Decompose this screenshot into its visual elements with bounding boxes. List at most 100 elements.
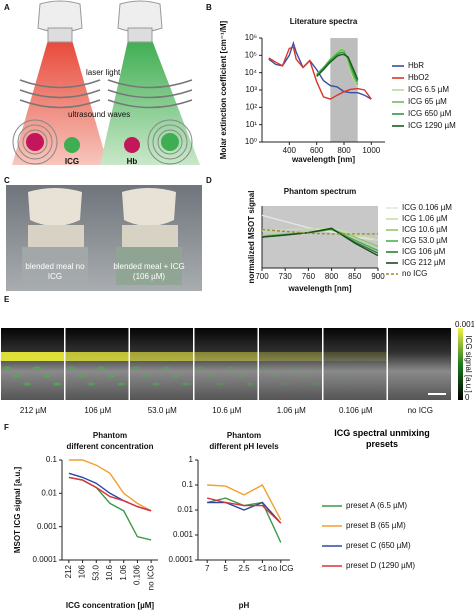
- icg-speckle: [345, 382, 354, 386]
- ultrasound-frame: [323, 328, 387, 400]
- y-tick-label: 1: [189, 455, 194, 464]
- y-tick-label: 10²: [245, 102, 257, 111]
- x-tick-label: 2.5: [238, 564, 250, 573]
- series-line: [261, 227, 379, 241]
- probe-head: [28, 225, 84, 247]
- legend-label: preset B (65 µM): [346, 521, 406, 530]
- panel-letter: B: [206, 3, 212, 12]
- ultrasound-frame: [194, 328, 258, 400]
- chart-title: Phantom: [227, 431, 261, 440]
- icg-speckle: [132, 366, 140, 370]
- laser-label: laser light: [86, 68, 121, 77]
- y-tick-label: 0.0001: [169, 555, 194, 564]
- frame-label: 10.6 µM: [212, 406, 241, 415]
- series-line: [68, 459, 152, 512]
- ultrasound-frame: [259, 328, 322, 400]
- y-tick-label: 10⁴: [245, 68, 258, 77]
- series-line: [316, 48, 359, 86]
- y-tick-label: 0.0001: [33, 555, 58, 564]
- y-tick-label: 10⁶: [245, 33, 257, 42]
- icg-speckle: [152, 382, 160, 386]
- x-tick-label: 850: [348, 272, 362, 281]
- chart-subtitle: different concentration: [66, 442, 153, 451]
- y-axis-label: Molar extinction coefficient [cm⁻¹/M]: [219, 20, 228, 159]
- target-rings: [12, 119, 193, 165]
- icg-speckle: [281, 382, 289, 386]
- legend-title: ICG spectral unmixing presets: [334, 428, 430, 449]
- x-tick-label: 700: [255, 272, 269, 281]
- x-tick-label: 1000: [362, 146, 380, 155]
- x-tick-label: <1: [258, 564, 268, 573]
- x-tick-label: 0.106: [133, 564, 142, 585]
- series-line: [207, 497, 282, 543]
- series-line: [316, 51, 359, 83]
- laser-beam: [100, 40, 200, 165]
- ultrasound-frame: [388, 328, 451, 400]
- icg-speckle: [311, 382, 319, 386]
- icg-speckle: [365, 374, 374, 378]
- icg-target: [161, 133, 179, 151]
- legend-label: ICG 212 µM: [402, 258, 446, 267]
- icg-speckle: [67, 366, 76, 370]
- probe: [117, 0, 163, 33]
- icg-speckle: [182, 382, 190, 386]
- legend-label: ICG 0.106 µM: [402, 203, 452, 212]
- icg-speckle: [172, 374, 180, 378]
- icg-speckle: [13, 374, 21, 378]
- icg-speckle: [53, 382, 61, 386]
- icg-speckle: [301, 374, 309, 378]
- icg-speckle: [216, 382, 225, 386]
- x-axis-label: pH: [239, 601, 250, 610]
- probe: [28, 188, 82, 226]
- hb-label: Hb: [127, 157, 138, 166]
- y-tick-label: 10⁰: [245, 137, 257, 146]
- legend-label: preset D (1290 µM): [346, 561, 415, 570]
- icg-label: ICG: [65, 157, 79, 166]
- x-tick-label: 1.06: [119, 564, 128, 580]
- icg-speckle: [162, 366, 170, 370]
- y-tick-label: 10³: [245, 85, 257, 94]
- probe: [37, 0, 83, 33]
- y-tick-label: 10⁵: [245, 50, 257, 59]
- y-tick-label: 0.01: [177, 505, 193, 514]
- icg-signal-band: [130, 352, 193, 361]
- x-tick-label: no ICG: [146, 565, 155, 590]
- x-tick-label: 760: [302, 272, 316, 281]
- series-line: [68, 476, 152, 512]
- series-line: [207, 484, 282, 521]
- legend-label: HbR: [408, 61, 424, 70]
- y-tick-label: 0.001: [37, 522, 58, 531]
- legend-label: no ICG: [402, 269, 427, 278]
- icg-speckle: [246, 382, 255, 386]
- x-tick-label: 400: [283, 146, 297, 155]
- legend-label: ICG 10.6 µM: [402, 225, 448, 234]
- y-axis-label: normalized MSOT signal: [247, 191, 256, 284]
- photo: [6, 185, 202, 291]
- series-line: [68, 472, 152, 512]
- panel-letter: C: [4, 176, 10, 185]
- frame-label: 212 µM: [20, 406, 47, 415]
- legend-label: ICG 6.5 µM: [408, 85, 449, 94]
- icg-speckle: [206, 374, 215, 378]
- y-tick-label: 10¹: [245, 120, 257, 129]
- colorbar-label: ICG signal [a.u.]: [464, 335, 473, 392]
- frame-label: 1.06 µM: [277, 406, 306, 415]
- y-tick-label: 0.1: [182, 480, 194, 489]
- probe: [122, 188, 176, 226]
- series-line: [207, 501, 282, 524]
- x-tick-label: 600: [310, 146, 324, 155]
- icg-signal-band: [259, 352, 322, 361]
- series-line: [261, 228, 378, 235]
- probe-head: [127, 27, 153, 43]
- ultrasound-label: ultrasound waves: [68, 110, 130, 119]
- icg-speckle: [43, 374, 51, 378]
- icg-speckle: [77, 374, 86, 378]
- frame-label: 106 µM: [84, 406, 111, 415]
- x-tick-label: 53.0: [91, 564, 100, 580]
- panel-letters: A B C D E F: [4, 3, 212, 432]
- frame-label: no ICG: [408, 406, 433, 415]
- y-tick-label: 0.001: [173, 530, 194, 539]
- icg-speckle: [375, 382, 384, 386]
- container: [116, 247, 182, 285]
- hb-dot: [124, 137, 140, 153]
